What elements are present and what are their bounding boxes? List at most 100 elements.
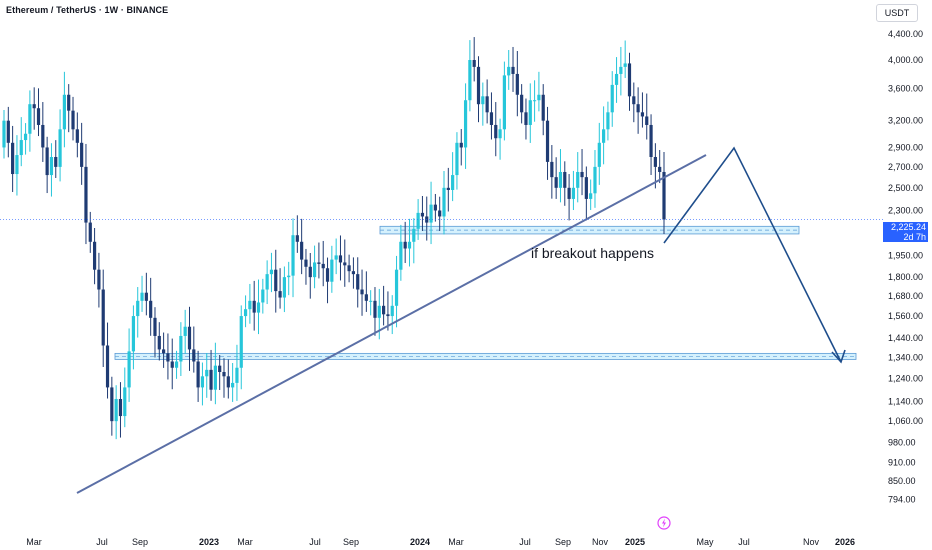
tradingview-logo-icon[interactable]	[657, 516, 671, 530]
candle-body	[179, 335, 183, 362]
candle-body	[554, 177, 558, 188]
trendline	[76, 154, 707, 494]
candle-body	[416, 212, 420, 229]
y-tick-label: 2,300.00	[888, 205, 923, 215]
candle-body	[507, 66, 511, 76]
y-tick-label: 980.00	[888, 437, 916, 447]
candle-body	[274, 269, 278, 292]
candle-body	[265, 274, 269, 290]
x-tick-label: Jul	[519, 537, 531, 547]
candle-body	[183, 326, 187, 336]
candle-body	[382, 305, 386, 315]
last-price-value: 2,225.24	[890, 222, 926, 232]
y-tick-label: 1,140.00	[888, 396, 923, 406]
candle-body	[502, 75, 506, 130]
candle-body	[317, 262, 321, 264]
candle-body	[15, 155, 19, 175]
candle-body	[627, 63, 632, 97]
candle-body	[252, 300, 256, 313]
candle-body	[653, 156, 657, 167]
y-tick-label: 1,440.00	[888, 333, 923, 343]
candle-body	[602, 129, 606, 143]
candle-body	[649, 124, 653, 157]
y-tick-label: 1,950.00	[888, 250, 923, 260]
candle-body	[312, 262, 317, 278]
candle-body	[256, 302, 261, 313]
candle-body	[451, 175, 455, 191]
candle-body	[623, 63, 627, 67]
candle-body	[658, 166, 662, 172]
x-tick-label: May	[696, 537, 714, 547]
candle-body	[472, 60, 476, 67]
candle-body	[636, 104, 640, 113]
candle-body	[541, 94, 545, 121]
candle-body	[222, 371, 226, 377]
x-tick-label: Jul	[738, 537, 750, 547]
candle-body	[589, 193, 593, 199]
candle-body	[291, 235, 295, 276]
candle-body	[364, 294, 368, 301]
candle-body	[429, 204, 433, 223]
x-tick-label: Sep	[343, 537, 359, 547]
candle-body	[243, 309, 248, 317]
candle-body	[41, 124, 45, 148]
currency-button[interactable]: USDT	[876, 4, 918, 22]
candle-body	[101, 289, 105, 346]
support-zone	[114, 352, 857, 360]
candle-body	[576, 171, 580, 188]
drawings	[76, 146, 846, 494]
x-tick-label: 2024	[410, 537, 430, 547]
candle-body	[123, 387, 127, 417]
last-price-badge: 2,225.24 2d 7h	[883, 222, 928, 242]
x-tick-label: Mar	[26, 537, 42, 547]
candle-body	[373, 300, 377, 318]
candle-body	[118, 398, 123, 417]
candle-body	[105, 345, 110, 388]
candle-body	[511, 66, 515, 74]
x-tick-label: Jul	[309, 537, 321, 547]
y-tick-label: 1,800.00	[888, 272, 923, 282]
y-tick-label: 1,060.00	[888, 416, 923, 426]
candle-body	[593, 166, 597, 194]
x-tick-label: Mar	[237, 537, 253, 547]
candle-body	[248, 300, 252, 310]
axes: 4,400.00 4,000.00 3,600.00 3,200.00 2,900.00…	[0, 29, 923, 547]
candle-body	[58, 129, 62, 167]
candle-body	[520, 94, 524, 113]
candle-body	[356, 274, 360, 290]
candle-body	[640, 112, 645, 117]
candle-body	[403, 241, 407, 249]
candle-body	[550, 161, 554, 178]
candle-body	[442, 187, 446, 217]
candle-body	[187, 326, 192, 350]
candle-body	[192, 349, 196, 362]
candle-body	[485, 96, 489, 113]
candle-body	[330, 259, 334, 282]
candle-body	[235, 367, 239, 383]
candle-body	[75, 129, 79, 143]
x-tick-label: Sep	[555, 537, 571, 547]
candle-body	[662, 171, 666, 220]
candle-body	[610, 84, 614, 113]
candle-body	[269, 269, 274, 275]
candle-body	[136, 300, 140, 317]
candle-body	[494, 124, 498, 139]
candle-body	[92, 241, 97, 270]
candle-body	[338, 255, 343, 263]
candle-body	[325, 268, 330, 282]
candle-body	[131, 316, 136, 352]
candle-body	[399, 241, 403, 270]
candle-body	[459, 142, 463, 148]
annotation-text: if breakout happens	[531, 245, 654, 261]
candle-body	[360, 289, 364, 295]
candle-body	[433, 204, 437, 211]
y-tick-label: 2,700.00	[888, 162, 923, 172]
candle-body	[153, 317, 157, 336]
candle-body	[580, 171, 584, 178]
candle-body	[23, 133, 28, 141]
candle-body	[80, 142, 84, 167]
candle-body	[377, 305, 381, 318]
candle-body	[97, 269, 101, 290]
candle-body	[606, 112, 610, 130]
